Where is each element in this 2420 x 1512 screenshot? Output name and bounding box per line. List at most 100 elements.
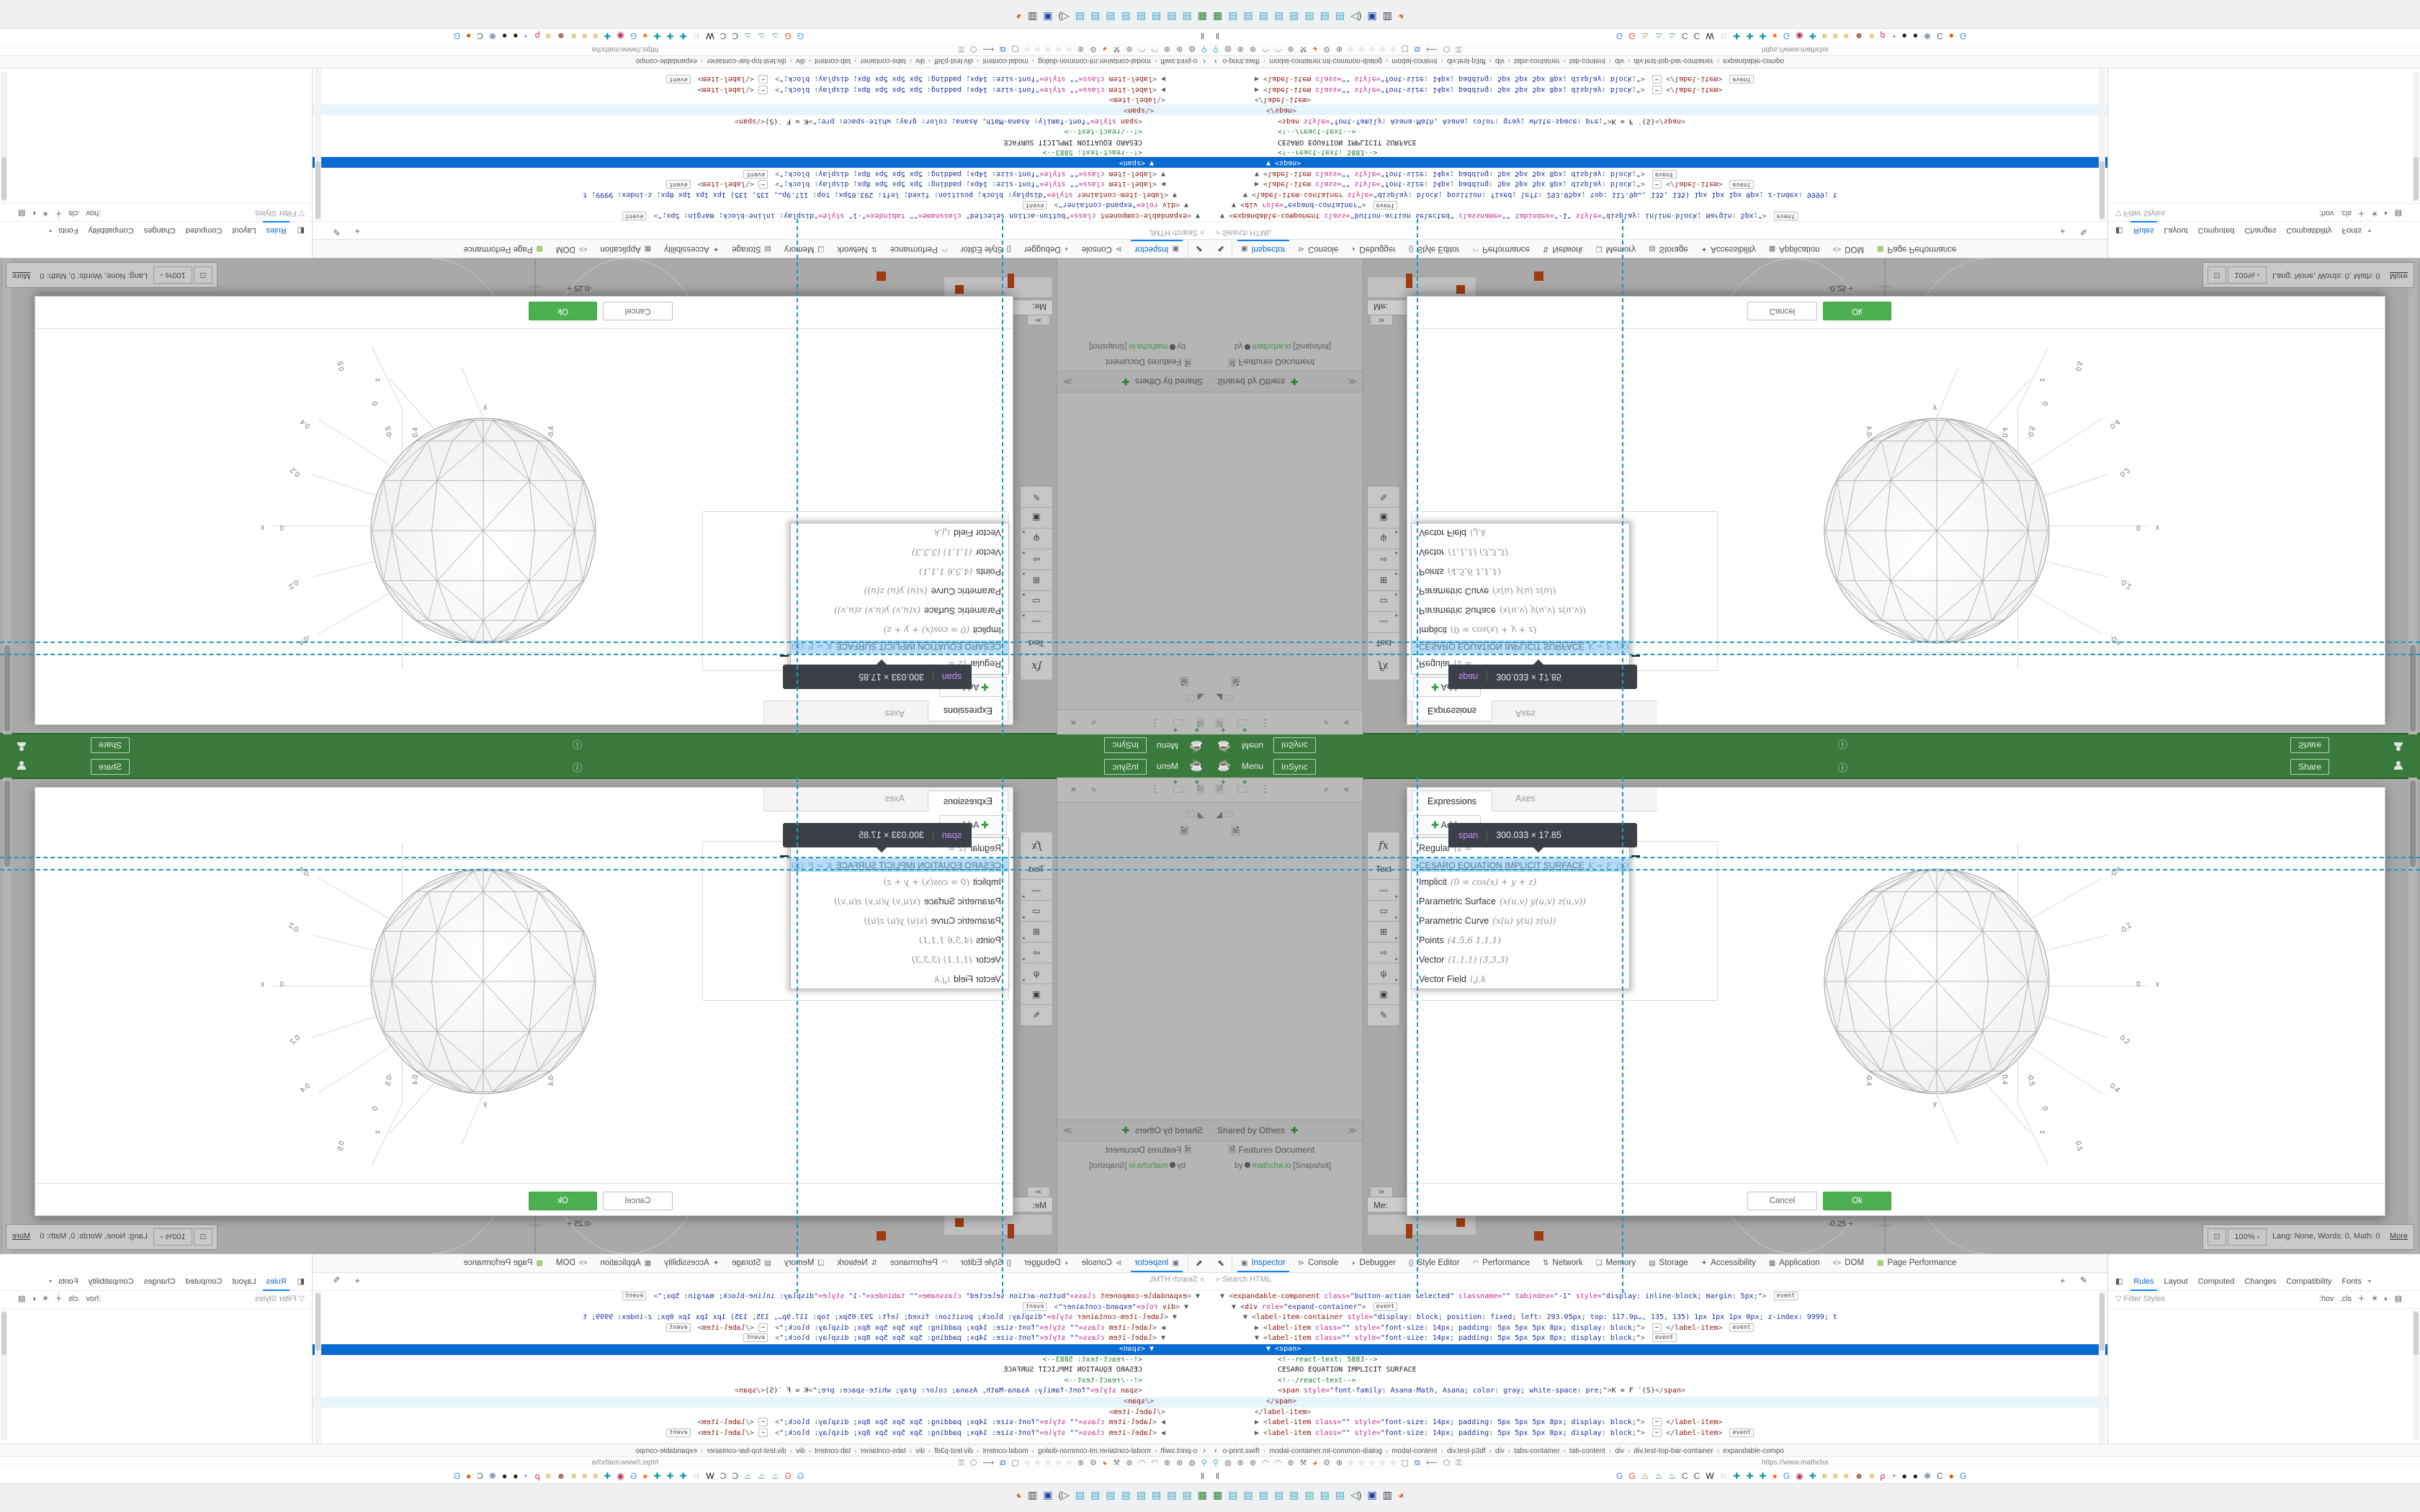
devtools-tab-style-editor[interactable]: {}Style Editor <box>960 1259 1012 1267</box>
menu-item-parametric-curve[interactable]: Parametric Curve (x(u) y(u) z(u)) <box>864 915 1001 926</box>
image-tool[interactable]: ▣ <box>1021 507 1052 528</box>
eyedropper-icon[interactable]: ✎ <box>2080 1275 2088 1285</box>
toolbar-icon[interactable]: ⊕ <box>1249 45 1257 53</box>
taskbar-icon[interactable]: ▣ <box>1043 1489 1053 1500</box>
sidebar-tab-rules[interactable]: Rules <box>2128 1273 2159 1291</box>
bookmark-icon[interactable]: C <box>477 1471 483 1481</box>
share-button[interactable]: Share <box>90 759 130 775</box>
bookmark-icon[interactable]: ☻ <box>1854 1471 1864 1481</box>
zoom-select[interactable]: 100% ▾ <box>153 266 192 284</box>
toolbar-icon[interactable]: ⊕ <box>1126 45 1133 53</box>
bookmark-icon[interactable]: ≡ <box>571 1471 577 1481</box>
breadcrumb-back-icon[interactable]: ‹ <box>1203 1446 1206 1455</box>
taskbar-icon[interactable]: ▤ <box>1304 1489 1314 1500</box>
bookmark-icon[interactable]: G <box>1783 1471 1791 1481</box>
bookmark-icon[interactable]: ρ <box>1880 31 1886 41</box>
taskbar-icon[interactable]: ◕ <box>1016 1489 1022 1500</box>
devtools-tab-debugger[interactable]: ◗Debugger <box>1351 1259 1396 1267</box>
bookmark-icon[interactable]: G <box>784 31 792 41</box>
toolbar-icon[interactable]: ○ <box>1380 1459 1385 1467</box>
sidebar-tab-computed[interactable]: Computed <box>185 1277 223 1286</box>
toolbar-icon[interactable]: ◠ <box>1274 1459 1282 1467</box>
bookmark-icon[interactable]: ≡ <box>593 31 599 41</box>
author-link[interactable]: mathcha.io <box>1252 1161 1291 1170</box>
taskbar-icon[interactable]: ▤ <box>1075 12 1085 23</box>
kebab-menu-icon[interactable]: ⋮ <box>1260 718 1270 729</box>
filter-styles-input[interactable]: ▽ Filter Styles <box>255 209 305 217</box>
markup-line[interactable]: ▼ <expandable-component class="button-ac… <box>313 1292 1210 1302</box>
bookmark-icon[interactable]: ≡ <box>1821 1471 1827 1481</box>
menu-item-points[interactable]: Points (4,5,6 1,1,1) <box>919 567 1001 577</box>
plot-tool[interactable]: ψ ▸ <box>1368 528 1399 549</box>
table-tool[interactable]: ⊞ ▸ <box>1021 570 1052 590</box>
filter-styles-input[interactable]: ▽ Filter Styles <box>2115 1295 2165 1303</box>
markup-line[interactable]: <!--react-text: 5883--> <box>1042 1355 1142 1364</box>
taskbar-icon[interactable]: ▤ <box>1228 1489 1238 1500</box>
breadcrumb-item[interactable]: modal-container.mt-common-dialog <box>1038 57 1151 65</box>
kebab-menu-icon[interactable]: ⋮ <box>1260 783 1270 794</box>
toolbar-icon[interactable]: ⊕ <box>1077 1459 1085 1467</box>
bookmark-icon[interactable]: ≡ <box>582 1471 588 1481</box>
print-media-icon[interactable]: ▤ <box>2394 209 2402 217</box>
devtools-tab-console[interactable]: ⊳Console <box>1081 1259 1122 1267</box>
markup-line[interactable]: CESARO EQUATION IMPLICIT SURFACE <box>1003 138 1142 146</box>
shape-tool[interactable]: ▭ ▸ <box>1021 901 1052 922</box>
markup-line[interactable]: ▼ <span> <box>1210 1344 2107 1355</box>
bookmark-icon[interactable]: ≡ <box>593 1471 599 1481</box>
markup-line[interactable]: ▶ <label-item class="" style="font-size:… <box>313 1323 1210 1334</box>
bookmark-icon[interactable]: ● <box>642 31 648 41</box>
markup-line[interactable]: </span> <box>1210 104 2107 116</box>
new-folder-icon[interactable]: 🗀 <box>1173 783 1183 799</box>
bookmark-icon[interactable]: ✚ <box>604 1471 611 1481</box>
menu-item-implicit[interactable]: Implicit (0 = cos(x) + y + z) <box>1419 625 1537 636</box>
devtools-tab-page-performance[interactable]: ▩Page Performance <box>1877 1259 1957 1267</box>
toolbar-icon[interactable]: ◠ <box>1151 45 1158 53</box>
toolbar-icon[interactable]: ⚒ <box>1299 1459 1307 1467</box>
taskbar-icon[interactable]: ▤ <box>1167 12 1177 23</box>
bookmark-icon[interactable]: G <box>1628 31 1636 41</box>
markup-line[interactable]: ▼ <label-item-container style="display: … <box>1243 1313 1837 1322</box>
document-icon[interactable]: 🗎 <box>1180 675 1188 687</box>
tab-axes[interactable]: Axes <box>1515 793 1536 804</box>
toolbar-icon[interactable]: ⬠ <box>969 45 977 53</box>
toolbar-icon[interactable]: ⊕ <box>1335 45 1343 53</box>
kebab-menu-icon[interactable]: ⋮ <box>1150 783 1160 794</box>
toolbar-icon[interactable]: ◍ <box>1224 45 1232 53</box>
markup-line[interactable]: <span style="font-family: Asana-Math, As… <box>734 117 1142 125</box>
bookmark-icon[interactable]: W <box>1706 31 1714 41</box>
toolbar-icon[interactable]: ⚒ <box>1299 45 1307 53</box>
menu-button[interactable]: Menu <box>1242 761 1264 771</box>
more-link[interactable]: More <box>12 271 31 280</box>
devtools-tab-memory[interactable]: ❏Memory <box>1595 245 1636 253</box>
toolbar-icon[interactable]: ⚙ <box>1323 1459 1330 1467</box>
breadcrumb-item[interactable]: div <box>1615 1447 1625 1455</box>
bookmark-icon[interactable]: G <box>629 31 637 41</box>
document-icon[interactable]: 🗎 <box>1180 825 1188 837</box>
bookmark-icon[interactable]: ✚ <box>1746 31 1754 41</box>
taskbar-icon[interactable]: ▤ <box>1228 12 1238 23</box>
menu-item-vector[interactable]: Vector (1,1,1) (3,3,3) <box>1419 547 1509 558</box>
devtools-tab-style-editor[interactable]: {}Style Editor <box>1408 1259 1460 1267</box>
taskbar-icon[interactable]: ▤ <box>1121 1489 1131 1500</box>
bookmark-icon[interactable]: ❋ <box>1924 31 1932 41</box>
menu-button[interactable]: Menu <box>1242 741 1264 751</box>
shared-document-item[interactable]: Features Document by mathcha.io [Snapshot… <box>1210 342 1363 369</box>
new-document-icon[interactable]: 🗎 <box>1197 713 1204 729</box>
breadcrumb-item[interactable]: tab-content <box>815 57 851 65</box>
toolbar-icon[interactable]: ⧉ <box>1414 1459 1420 1467</box>
bookmark-icon[interactable]: ♨ <box>771 1471 779 1481</box>
author-link[interactable]: mathcha.io <box>1129 342 1168 351</box>
sidebar-tab-computed[interactable]: Computed <box>185 226 223 235</box>
breadcrumb-item[interactable]: div.test-top-bar-container <box>1634 57 1713 65</box>
taskbar-icon[interactable]: ▤ <box>1243 12 1253 23</box>
breadcrumb-item[interactable]: modal-content <box>1392 1447 1438 1455</box>
taskbar-icon[interactable]: ▤ <box>1075 1489 1085 1500</box>
toolbar-icon[interactable]: ⊕ <box>1163 45 1171 53</box>
breadcrumb-item[interactable]: div <box>1495 57 1505 65</box>
search-html-input[interactable]: Search HTML <box>1149 228 1204 237</box>
markup-scrollbar[interactable] <box>2099 68 2105 220</box>
toolbar-icon[interactable]: ⟵ <box>982 45 995 53</box>
devtools-tab-inspector[interactable]: ▣Inspector <box>1128 240 1186 258</box>
folder-row[interactable]: ◢ 🗀 <box>1186 693 1204 703</box>
devtools-tab-accessibility[interactable]: ✦Accessibility <box>1700 1259 1756 1267</box>
